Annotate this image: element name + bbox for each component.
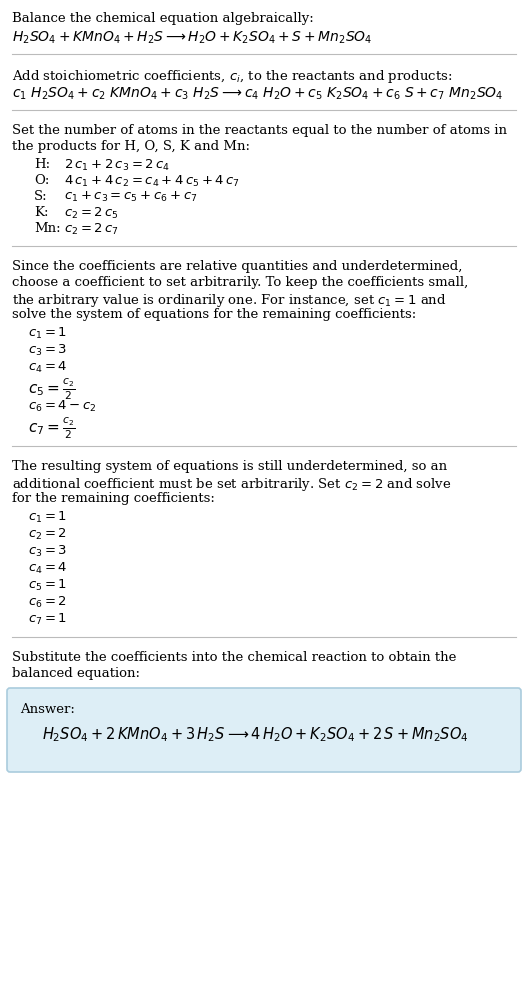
Text: $c_6 = 2$: $c_6 = 2$ bbox=[28, 595, 67, 610]
Text: $c_6 = 4 - c_2$: $c_6 = 4 - c_2$ bbox=[28, 399, 97, 414]
Text: Mn:: Mn: bbox=[34, 222, 61, 235]
Text: $H_2SO_4 + 2\,KMnO_4 + 3\,H_2S \longrightarrow 4\,H_2O + K_2SO_4 + 2\,S + Mn_2SO: $H_2SO_4 + 2\,KMnO_4 + 3\,H_2S \longrigh… bbox=[42, 725, 469, 743]
Text: balanced equation:: balanced equation: bbox=[12, 667, 140, 680]
Text: Add stoichiometric coefficients, $c_i$, to the reactants and products:: Add stoichiometric coefficients, $c_i$, … bbox=[12, 68, 452, 85]
Text: $c_3 = 3$: $c_3 = 3$ bbox=[28, 544, 67, 559]
Text: $c_5 = \frac{c_2}{2}$: $c_5 = \frac{c_2}{2}$ bbox=[28, 377, 76, 402]
Text: $c_1 = 1$: $c_1 = 1$ bbox=[28, 326, 67, 341]
Text: O:: O: bbox=[34, 174, 50, 187]
Text: Substitute the coefficients into the chemical reaction to obtain the: Substitute the coefficients into the che… bbox=[12, 651, 456, 664]
FancyBboxPatch shape bbox=[7, 688, 521, 772]
Text: Answer:: Answer: bbox=[20, 703, 75, 716]
Text: K:: K: bbox=[34, 206, 49, 219]
Text: Balance the chemical equation algebraically:: Balance the chemical equation algebraica… bbox=[12, 12, 314, 25]
Text: $c_5 = 1$: $c_5 = 1$ bbox=[28, 578, 67, 594]
Text: for the remaining coefficients:: for the remaining coefficients: bbox=[12, 492, 215, 505]
Text: $c_1 = 1$: $c_1 = 1$ bbox=[28, 510, 67, 526]
Text: $c_1\ H_2SO_4 + c_2\ KMnO_4 + c_3\ H_2S \longrightarrow c_4\ H_2O + c_5\ K_2SO_4: $c_1\ H_2SO_4 + c_2\ KMnO_4 + c_3\ H_2S … bbox=[12, 86, 503, 103]
Text: choose a coefficient to set arbitrarily. To keep the coefficients small,: choose a coefficient to set arbitrarily.… bbox=[12, 276, 468, 289]
Text: $c_3 = 3$: $c_3 = 3$ bbox=[28, 343, 67, 358]
Text: additional coefficient must be set arbitrarily. Set $c_2 = 2$ and solve: additional coefficient must be set arbit… bbox=[12, 476, 451, 493]
Text: the products for H, O, S, K and Mn:: the products for H, O, S, K and Mn: bbox=[12, 140, 250, 153]
Text: $H_2SO_4 + KMnO_4 + H_2S \longrightarrow H_2O + K_2SO_4 + S + Mn_2SO_4$: $H_2SO_4 + KMnO_4 + H_2S \longrightarrow… bbox=[12, 30, 372, 46]
Text: the arbitrary value is ordinarily one. For instance, set $c_1 = 1$ and: the arbitrary value is ordinarily one. F… bbox=[12, 292, 447, 309]
Text: Since the coefficients are relative quantities and underdetermined,: Since the coefficients are relative quan… bbox=[12, 260, 463, 273]
Text: solve the system of equations for the remaining coefficients:: solve the system of equations for the re… bbox=[12, 308, 416, 321]
Text: $c_2 = 2$: $c_2 = 2$ bbox=[28, 527, 67, 542]
Text: $c_2 = 2\,c_5$: $c_2 = 2\,c_5$ bbox=[64, 206, 119, 221]
Text: The resulting system of equations is still underdetermined, so an: The resulting system of equations is sti… bbox=[12, 460, 447, 473]
Text: S:: S: bbox=[34, 190, 48, 203]
Text: $4\,c_1 + 4\,c_2 = c_4 + 4\,c_5 + 4\,c_7$: $4\,c_1 + 4\,c_2 = c_4 + 4\,c_5 + 4\,c_7… bbox=[64, 174, 240, 189]
Text: $c_4 = 4$: $c_4 = 4$ bbox=[28, 561, 68, 576]
Text: $2\,c_1 + 2\,c_3 = 2\,c_4$: $2\,c_1 + 2\,c_3 = 2\,c_4$ bbox=[64, 158, 170, 174]
Text: $c_2 = 2\,c_7$: $c_2 = 2\,c_7$ bbox=[64, 222, 119, 237]
Text: $c_4 = 4$: $c_4 = 4$ bbox=[28, 360, 68, 375]
Text: $c_7 = 1$: $c_7 = 1$ bbox=[28, 612, 67, 627]
Text: Set the number of atoms in the reactants equal to the number of atoms in: Set the number of atoms in the reactants… bbox=[12, 124, 507, 137]
Text: $c_7 = \frac{c_2}{2}$: $c_7 = \frac{c_2}{2}$ bbox=[28, 416, 76, 442]
Text: $c_1 + c_3 = c_5 + c_6 + c_7$: $c_1 + c_3 = c_5 + c_6 + c_7$ bbox=[64, 190, 197, 204]
Text: H:: H: bbox=[34, 158, 50, 171]
